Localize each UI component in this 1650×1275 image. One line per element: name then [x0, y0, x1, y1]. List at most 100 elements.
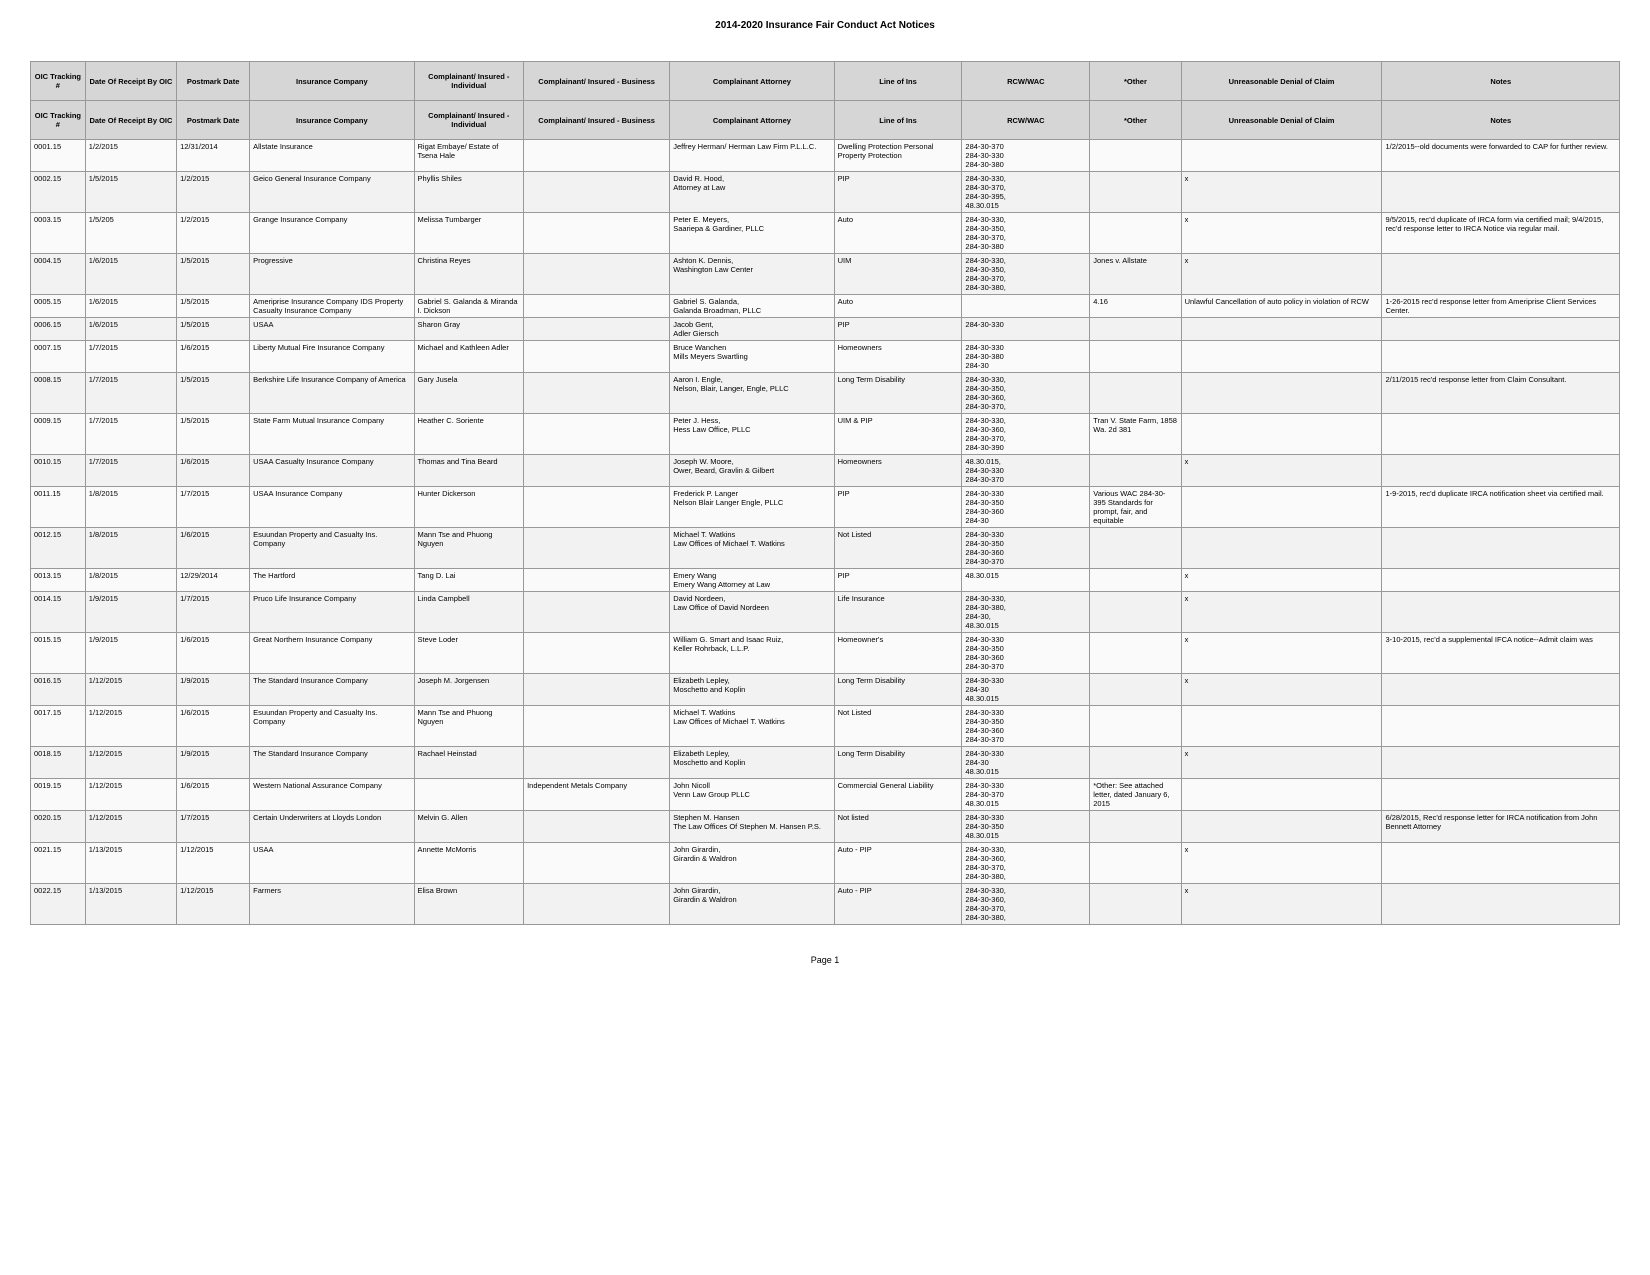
- table-cell: x: [1181, 455, 1382, 487]
- table-cell: 1/6/2015: [177, 633, 250, 674]
- table-cell: 1/9/2015: [85, 592, 176, 633]
- table-cell: [1382, 341, 1620, 373]
- table-cell: 1/12/2015: [85, 706, 176, 747]
- column-header: *Other: [1090, 101, 1181, 140]
- column-header: Date Of Receipt By OIC: [85, 101, 176, 140]
- column-header: Line of Ins: [834, 62, 962, 101]
- table-cell: 284-30-330,284-30-380,284-30,48.30.015: [962, 592, 1090, 633]
- table-cell: [524, 172, 670, 213]
- table-cell: 0020.15: [31, 811, 86, 843]
- table-row: 0010.151/7/20151/6/2015USAA Casualty Ins…: [31, 455, 1620, 487]
- table-cell: 1/6/2015: [85, 318, 176, 341]
- table-cell: Progressive: [250, 254, 414, 295]
- table-cell: 1/12/2015: [177, 884, 250, 925]
- table-row: 0018.151/12/20151/9/2015The Standard Ins…: [31, 747, 1620, 779]
- table-cell: [524, 341, 670, 373]
- table-cell: [1382, 414, 1620, 455]
- table-cell: Auto: [834, 295, 962, 318]
- table-cell: 1/5/2015: [177, 414, 250, 455]
- table-cell: [1090, 341, 1181, 373]
- column-header: *Other: [1090, 62, 1181, 101]
- table-cell: Elizabeth Lepley,Moschetto and Koplin: [670, 747, 834, 779]
- table-row: 0003.151/5/2051/2/2015Grange Insurance C…: [31, 213, 1620, 254]
- table-cell: 0003.15: [31, 213, 86, 254]
- table-cell: USAA Casualty Insurance Company: [250, 455, 414, 487]
- table-cell: [524, 455, 670, 487]
- table-cell: 0001.15: [31, 140, 86, 172]
- table-cell: Long Term Disability: [834, 674, 962, 706]
- table-cell: 284-30-330284-30-35048.30.015: [962, 811, 1090, 843]
- table-cell: 284-30-330,284-30-350,284-30-360,284-30-…: [962, 373, 1090, 414]
- table-cell: [1181, 706, 1382, 747]
- table-cell: x: [1181, 172, 1382, 213]
- table-cell: Not listed: [834, 811, 962, 843]
- column-header: Insurance Company: [250, 62, 414, 101]
- table-cell: [1090, 373, 1181, 414]
- table-cell: Esuundan Property and Casualty Ins. Comp…: [250, 528, 414, 569]
- table-cell: Linda Campbell: [414, 592, 524, 633]
- table-row: 0011.151/8/20151/7/2015USAA Insurance Co…: [31, 487, 1620, 528]
- table-cell: Western National Assurance Company: [250, 779, 414, 811]
- table-cell: [524, 414, 670, 455]
- table-cell: Unlawful Cancellation of auto policy in …: [1181, 295, 1382, 318]
- table-cell: Elizabeth Lepley,Moschetto and Koplin: [670, 674, 834, 706]
- table-cell: [1382, 706, 1620, 747]
- table-cell: [1090, 747, 1181, 779]
- table-cell: [524, 140, 670, 172]
- data-table: OIC Tracking #Date Of Receipt By OICPost…: [30, 61, 1620, 925]
- table-cell: [524, 569, 670, 592]
- table-cell: [1090, 213, 1181, 254]
- table-cell: 12/29/2014: [177, 569, 250, 592]
- table-cell: 1/2/2015: [177, 213, 250, 254]
- table-cell: 1/5/2015: [85, 172, 176, 213]
- table-cell: 0019.15: [31, 779, 86, 811]
- table-cell: Melvin G. Allen: [414, 811, 524, 843]
- table-cell: William G. Smart and Isaac Ruiz,Keller R…: [670, 633, 834, 674]
- table-cell: Dwelling Protection Personal Property Pr…: [834, 140, 962, 172]
- table-cell: [1090, 884, 1181, 925]
- table-cell: Long Term Disability: [834, 747, 962, 779]
- table-cell: PIP: [834, 318, 962, 341]
- table-cell: Thomas and Tina Beard: [414, 455, 524, 487]
- table-cell: 1/9/2015: [85, 633, 176, 674]
- table-cell: 1/6/2015: [85, 254, 176, 295]
- table-cell: Homeowners: [834, 341, 962, 373]
- table-cell: 0007.15: [31, 341, 86, 373]
- table-cell: 284-30-330284-30-380284-30: [962, 341, 1090, 373]
- table-cell: 1/7/2015: [177, 487, 250, 528]
- table-cell: [524, 254, 670, 295]
- table-cell: Michael and Kathleen Adler: [414, 341, 524, 373]
- table-cell: 0006.15: [31, 318, 86, 341]
- table-cell: 284-30-330284-30-350284-30-360284-30-370: [962, 528, 1090, 569]
- table-cell: 0018.15: [31, 747, 86, 779]
- table-cell: 284-30-330284-3048.30.015: [962, 747, 1090, 779]
- table-cell: 9/5/2015, rec'd duplicate of IRCA form v…: [1382, 213, 1620, 254]
- table-cell: Independent Metals Company: [524, 779, 670, 811]
- table-cell: [1181, 318, 1382, 341]
- table-cell: Berkshire Life Insurance Company of Amer…: [250, 373, 414, 414]
- table-cell: UIM & PIP: [834, 414, 962, 455]
- table-cell: [1090, 528, 1181, 569]
- table-cell: Gary Jusela: [414, 373, 524, 414]
- table-cell: 0012.15: [31, 528, 86, 569]
- table-cell: Long Term Disability: [834, 373, 962, 414]
- table-cell: Annette McMorris: [414, 843, 524, 884]
- table-cell: [1181, 373, 1382, 414]
- table-cell: [524, 318, 670, 341]
- table-cell: 284-30-330284-30-37048.30.015: [962, 779, 1090, 811]
- table-row: 0021.151/13/20151/12/2015USAAAnnette McM…: [31, 843, 1620, 884]
- table-cell: John Girardin,Girardin & Waldron: [670, 843, 834, 884]
- table-cell: 1/6/2015: [85, 295, 176, 318]
- table-cell: David R. Hood,Attorney at Law: [670, 172, 834, 213]
- table-cell: Rachael Heinstad: [414, 747, 524, 779]
- header-row: OIC Tracking #Date Of Receipt By OICPost…: [31, 101, 1620, 140]
- table-row: 0017.151/12/20151/6/2015Esuundan Propert…: [31, 706, 1620, 747]
- table-cell: [524, 295, 670, 318]
- table-cell: [1090, 811, 1181, 843]
- table-cell: [1181, 140, 1382, 172]
- table-cell: Elisa Brown: [414, 884, 524, 925]
- table-cell: x: [1181, 674, 1382, 706]
- table-cell: Farmers: [250, 884, 414, 925]
- table-row: 0008.151/7/20151/5/2015Berkshire Life In…: [31, 373, 1620, 414]
- table-cell: [1181, 414, 1382, 455]
